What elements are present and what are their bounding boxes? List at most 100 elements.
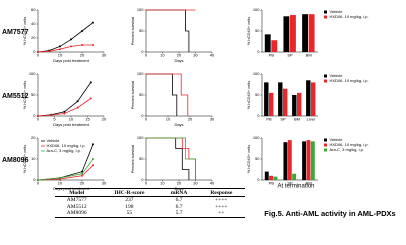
x-tick-label: 40 xyxy=(210,181,215,186)
point xyxy=(37,115,39,117)
row-label: AM5512 xyxy=(2,93,29,100)
legend-label: HXD06, 10 mg/kg, i.p. xyxy=(330,14,369,19)
bar xyxy=(278,82,283,116)
table-header: Model IHC-R-score mRNA Response xyxy=(55,188,245,197)
x-tick-label: 30 xyxy=(102,53,107,58)
bar xyxy=(311,82,316,116)
legend-label: Vehicle xyxy=(330,9,344,14)
bar xyxy=(308,14,315,52)
table-cell: 198 xyxy=(125,203,134,210)
legend-swatch xyxy=(324,143,327,147)
survival-curve xyxy=(146,73,189,116)
table-cell: 6.7 xyxy=(175,197,183,204)
header-cell: Model xyxy=(55,188,99,197)
table-row: AM8096 55 5.7 ++ xyxy=(55,210,245,218)
point xyxy=(50,114,53,117)
x-tick-label: 30 xyxy=(210,117,215,122)
table-cell: 237 xyxy=(125,197,134,204)
x-tick-label: 20 xyxy=(177,181,182,186)
x-tick-label: 5 xyxy=(53,117,56,122)
y-tick-label: 20 xyxy=(31,135,36,140)
row-label: AM7577 xyxy=(2,29,29,36)
legend-swatch xyxy=(324,74,327,78)
bar xyxy=(271,40,278,52)
header-cell: IHC-R-score xyxy=(98,188,161,197)
table-cell: 6.7 xyxy=(175,203,183,210)
bar xyxy=(287,140,292,180)
bar xyxy=(302,141,307,180)
bar xyxy=(283,16,290,52)
point xyxy=(59,48,61,51)
x-axis-label: Days post treatment xyxy=(53,122,90,127)
bar xyxy=(264,34,271,52)
y-tick-label: 10 xyxy=(31,156,36,161)
survival-curve xyxy=(146,137,196,180)
y-tick-label: 100 xyxy=(253,7,260,12)
legend-swatch xyxy=(324,138,327,142)
x-axis-label: Days post treatment xyxy=(53,58,90,63)
line xyxy=(37,22,94,53)
x-tick-label: PB xyxy=(266,117,272,122)
legend-swatch xyxy=(324,15,327,19)
table-cell: ++++ xyxy=(215,197,228,204)
x-tick-label: 20 xyxy=(102,117,107,122)
table-cell: 5.7 xyxy=(160,210,198,218)
bar xyxy=(273,176,278,180)
x-axis-label: Days xyxy=(174,58,183,63)
y-tick-label: 50 xyxy=(31,92,36,97)
point xyxy=(92,143,94,146)
point xyxy=(37,179,39,181)
legend-label: Vehicle xyxy=(47,138,61,143)
y-tick-label: 0 xyxy=(257,113,260,118)
x-tick-label: Liver xyxy=(307,117,316,122)
model-table: Model IHC-R-score mRNA Response AM7577 237 6.… xyxy=(55,188,245,218)
x-tick-label: 0 xyxy=(37,53,40,58)
legend-label: HXD06, 10 mg/kg, i.p. xyxy=(47,143,86,148)
line xyxy=(37,165,94,181)
x-tick-label: SP xyxy=(280,117,286,122)
bar xyxy=(292,173,297,180)
table-cell: AM7577 xyxy=(66,197,87,204)
legend-label: HXD06, 10 mg/kg, i.p. xyxy=(330,142,369,147)
x-tick-label: 10 xyxy=(160,181,165,186)
y-tick-label: 100 xyxy=(253,71,260,76)
x-tick-label: 10 xyxy=(166,117,171,122)
legend-label: HXD06, 10 mg/kg, i.p. xyxy=(330,78,369,83)
y-tick-label: 0 xyxy=(257,49,260,54)
x-tick-label: 20 xyxy=(80,53,85,58)
bar xyxy=(297,92,302,116)
header-cell: Response xyxy=(197,188,245,197)
x-tick-label: 10 xyxy=(58,181,63,186)
table-row: AM5512 198 6.7 ++++ xyxy=(55,204,245,211)
table-cell: AM5512 xyxy=(66,203,87,210)
point xyxy=(81,174,83,177)
point xyxy=(76,100,79,103)
point xyxy=(48,50,50,53)
y-tick-label: 100 xyxy=(137,7,144,12)
bar xyxy=(269,92,274,116)
y-tick-label: 50 xyxy=(255,156,260,161)
y-tick-label: 100 xyxy=(29,71,36,76)
x-tick-label: 0 xyxy=(37,117,40,122)
y-tick-label: 0 xyxy=(33,113,36,118)
x-tick-label: 20 xyxy=(177,53,182,58)
caption: Fig.5. Anti-AML activity in AML-PDXs xyxy=(264,209,395,218)
legend-swatch xyxy=(324,10,327,14)
y-axis-label: % hCD45+ cells xyxy=(22,81,27,110)
x-tick-label: 30 xyxy=(102,181,107,186)
x-tick-label: 30 xyxy=(193,181,198,186)
y-axis-label: Percent survival xyxy=(130,81,135,110)
point xyxy=(92,164,94,167)
point xyxy=(63,112,66,115)
y-axis-label: Percent survival xyxy=(130,17,135,46)
table-cell: ++++ xyxy=(215,203,228,210)
x-tick-label: SP xyxy=(287,181,293,186)
point xyxy=(81,172,83,175)
point xyxy=(59,45,61,48)
point xyxy=(76,106,79,109)
bar xyxy=(306,140,311,180)
y-tick-label: 20 xyxy=(31,35,36,40)
point xyxy=(63,110,66,113)
y-tick-label: 0 xyxy=(33,177,36,182)
